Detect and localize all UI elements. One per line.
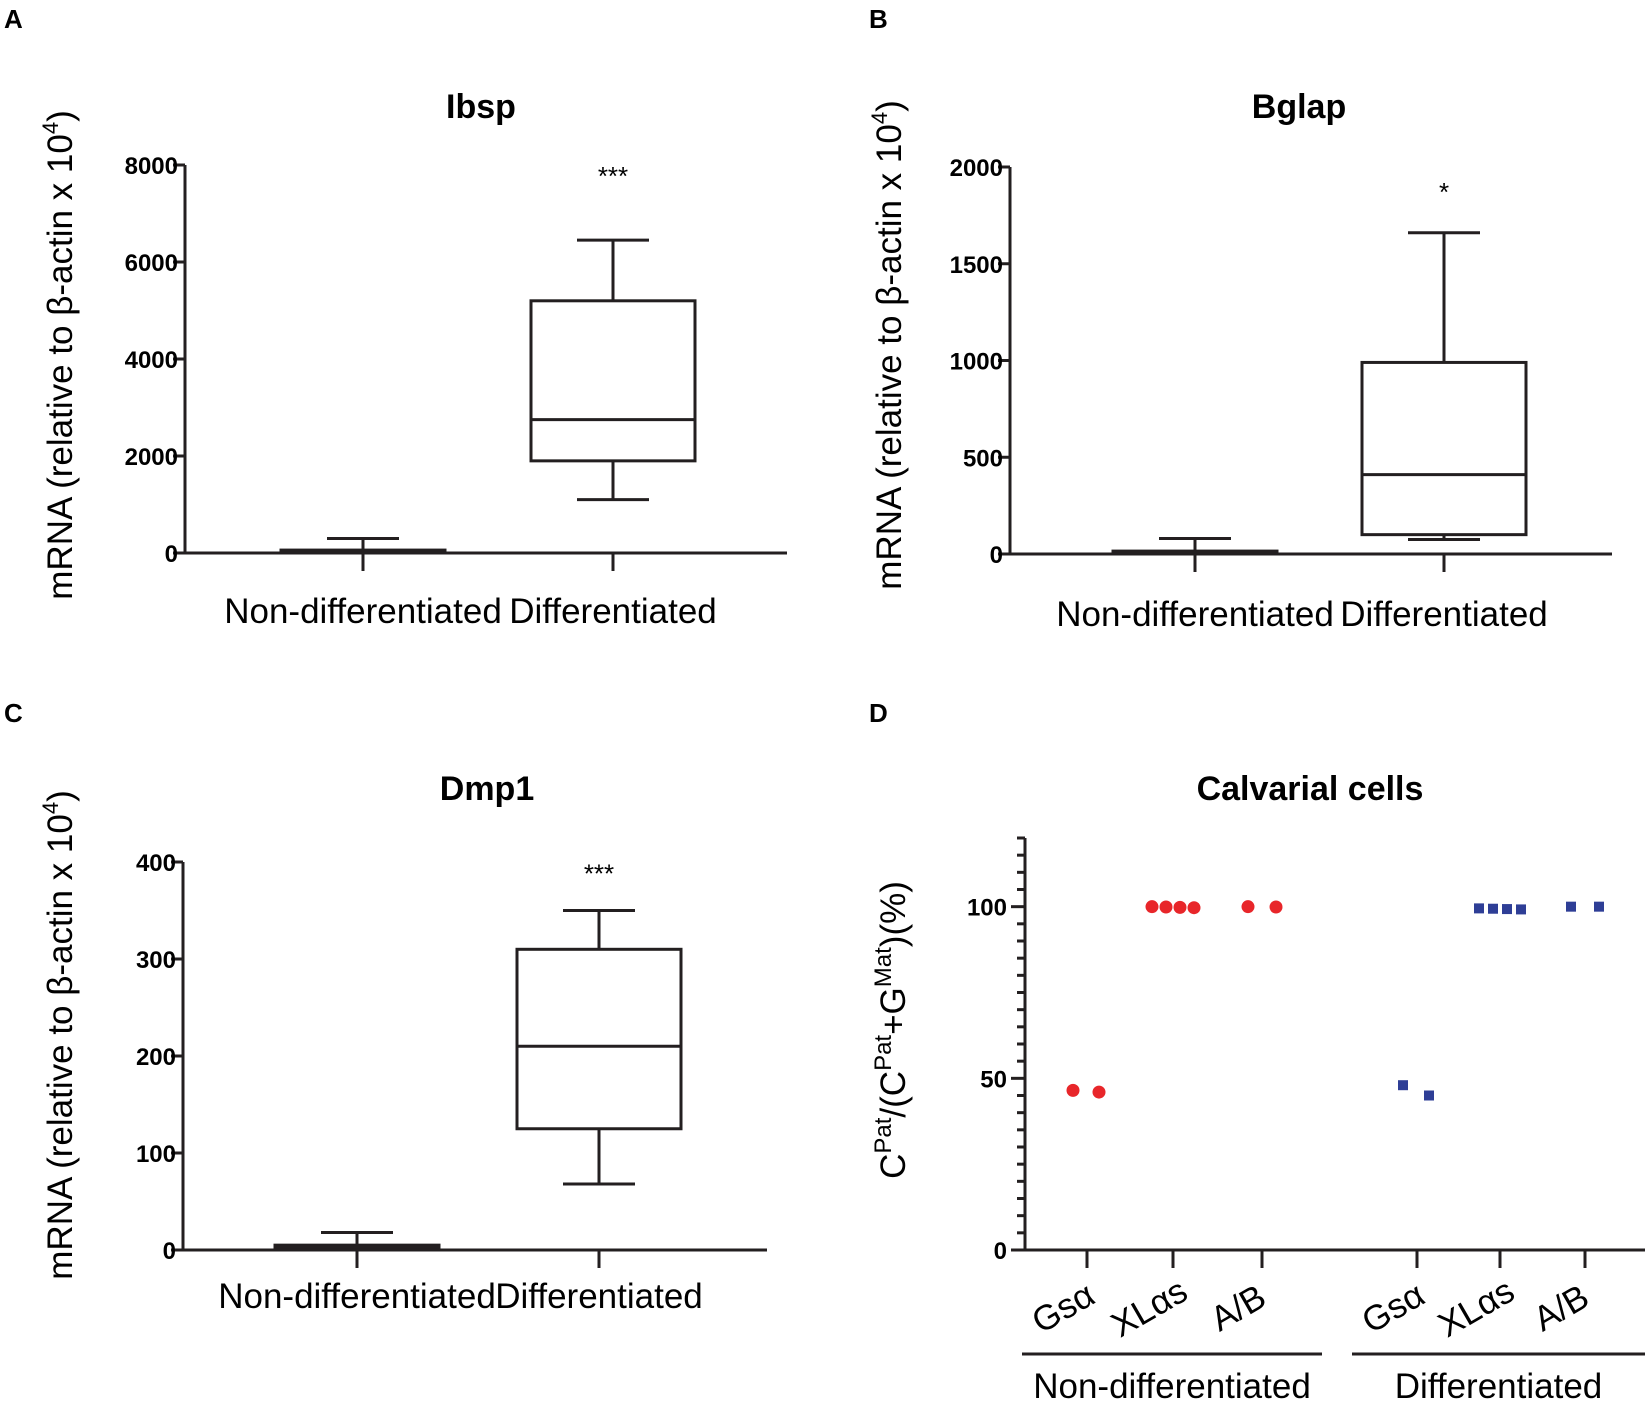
y-axis-label-text: mRNA (relative to β-actin x 10 bbox=[41, 134, 80, 600]
box-non-differentiated bbox=[273, 1231, 441, 1252]
y-tick-label: 1000 bbox=[950, 349, 1003, 376]
data-point bbox=[1173, 900, 1187, 914]
panel-b: B Bglap 0 500 1000 1500 2000 Non-differentiated… bbox=[867, 4, 1612, 634]
y-tick-label: 0 bbox=[165, 541, 178, 568]
chart-title: Calvarial cells bbox=[1197, 770, 1424, 808]
panel-label: C bbox=[4, 698, 23, 728]
y-tick-label: 300 bbox=[136, 947, 176, 974]
chart-title: Bglap bbox=[1252, 88, 1346, 126]
x-category-label: Non-differentiated bbox=[1056, 595, 1334, 634]
iqr-box bbox=[529, 299, 697, 463]
y-tick-label: 2000 bbox=[125, 444, 178, 471]
y-axis-label-suffix: ) bbox=[41, 110, 80, 122]
significance-marker: *** bbox=[598, 161, 628, 191]
y-axis-label: mRNA (relative to β-actin x 104) bbox=[867, 100, 909, 589]
panel-c: C Dmp1 0 100 200 300 400 Non-differentiated Diff… bbox=[4, 698, 767, 1316]
series-non-differentiated bbox=[1066, 900, 1283, 1099]
x-category-label: Non-differentiated bbox=[224, 592, 502, 631]
data-point bbox=[1145, 900, 1159, 914]
x-category-label: Non-differentiated bbox=[218, 1277, 496, 1316]
y-axis-label-suffix: ) bbox=[870, 100, 909, 112]
x-category-label: Differentiated bbox=[495, 1277, 703, 1316]
group-label: Non-differentiated bbox=[1033, 1367, 1311, 1406]
significance-marker: *** bbox=[584, 859, 614, 889]
y-tick-label: 8000 bbox=[125, 153, 178, 180]
data-point bbox=[1241, 900, 1255, 914]
data-point bbox=[1594, 901, 1604, 912]
data-point bbox=[1488, 903, 1498, 914]
series-differentiated bbox=[1398, 901, 1604, 1101]
y-axis-label-superscript: 4 bbox=[38, 802, 63, 814]
x-category-label: A/B bbox=[1527, 1277, 1595, 1339]
data-point bbox=[1398, 1080, 1408, 1091]
box-non-differentiated bbox=[279, 536, 447, 555]
iqr-box bbox=[515, 947, 683, 1131]
x-category-label: Differentiated bbox=[509, 592, 717, 631]
data-point bbox=[1092, 1085, 1106, 1099]
y-axis-label-part: /(C bbox=[874, 1071, 913, 1118]
y-tick-label: 500 bbox=[963, 445, 1003, 472]
data-point bbox=[1187, 901, 1201, 915]
box-differentiated bbox=[529, 238, 697, 502]
chart-title: Ibsp bbox=[446, 88, 516, 126]
chart-title: Dmp1 bbox=[440, 770, 534, 808]
panel-label: D bbox=[869, 698, 888, 728]
data-point bbox=[1516, 904, 1526, 915]
y-axis-label-suffix: ) bbox=[41, 790, 80, 802]
y-axis-label-part: +G bbox=[874, 987, 913, 1035]
y-tick-label: 6000 bbox=[125, 250, 178, 277]
y-axis-label: mRNA (relative to β-actin x 104) bbox=[38, 110, 80, 599]
box-differentiated bbox=[1360, 231, 1528, 541]
x-category-label: Gsα bbox=[1355, 1275, 1431, 1341]
y-axis-label-superscript: 4 bbox=[38, 122, 63, 134]
iqr-box bbox=[1360, 360, 1528, 537]
y-tick-label: 0 bbox=[990, 542, 1003, 569]
panel-label: A bbox=[4, 4, 23, 34]
group-label: Differentiated bbox=[1395, 1367, 1603, 1406]
y-tick-label: 100 bbox=[967, 895, 1007, 922]
data-point bbox=[1502, 904, 1512, 915]
y-tick-label: 1500 bbox=[950, 252, 1003, 279]
y-axis-label-text: mRNA (relative to β-actin x 10 bbox=[41, 814, 80, 1280]
data-point bbox=[1066, 1083, 1080, 1097]
y-axis-label-part: Pat bbox=[870, 1035, 897, 1071]
y-axis-label-part: )(%) bbox=[874, 881, 913, 947]
y-axis-label-superscript: 4 bbox=[867, 112, 892, 124]
box-non-differentiated bbox=[1111, 537, 1279, 556]
y-tick-label: 0 bbox=[163, 1238, 176, 1265]
y-axis-label-part: C bbox=[874, 1154, 913, 1179]
panel-label: B bbox=[869, 4, 888, 34]
box-differentiated bbox=[515, 909, 683, 1186]
y-axis-label-part: Mat bbox=[870, 947, 897, 987]
y-tick-label: 200 bbox=[136, 1044, 176, 1071]
data-point bbox=[1474, 903, 1484, 914]
y-axis-label: mRNA (relative to β-actin x 104) bbox=[38, 790, 80, 1279]
data-point bbox=[1424, 1090, 1434, 1101]
y-axis-label: CPat/(CPat+GMat)(%) bbox=[870, 881, 913, 1179]
y-axis-label-part: Pat bbox=[870, 1117, 897, 1153]
x-category-label: XLαs bbox=[1105, 1271, 1194, 1345]
panel-a: A Ibsp 0 2000 4000 6000 8000 Non-differentiated… bbox=[4, 4, 787, 631]
y-tick-label: 4000 bbox=[125, 347, 178, 374]
x-category-label: XLαs bbox=[1432, 1271, 1521, 1345]
y-tick-label: 50 bbox=[980, 1066, 1007, 1093]
y-axis-label-text: mRNA (relative to β-actin x 10 bbox=[870, 124, 909, 590]
y-tick-label: 0 bbox=[994, 1238, 1007, 1265]
x-category-label: Gsα bbox=[1025, 1275, 1101, 1341]
significance-marker: * bbox=[1439, 177, 1449, 207]
x-category-label: Differentiated bbox=[1340, 595, 1548, 634]
data-point bbox=[1159, 900, 1173, 914]
data-point bbox=[1269, 900, 1283, 914]
data-point bbox=[1566, 901, 1576, 912]
x-category-label: A/B bbox=[1204, 1277, 1272, 1339]
y-tick-label: 400 bbox=[136, 850, 176, 877]
y-tick-label: 2000 bbox=[950, 155, 1003, 182]
y-tick-label: 100 bbox=[136, 1141, 176, 1168]
